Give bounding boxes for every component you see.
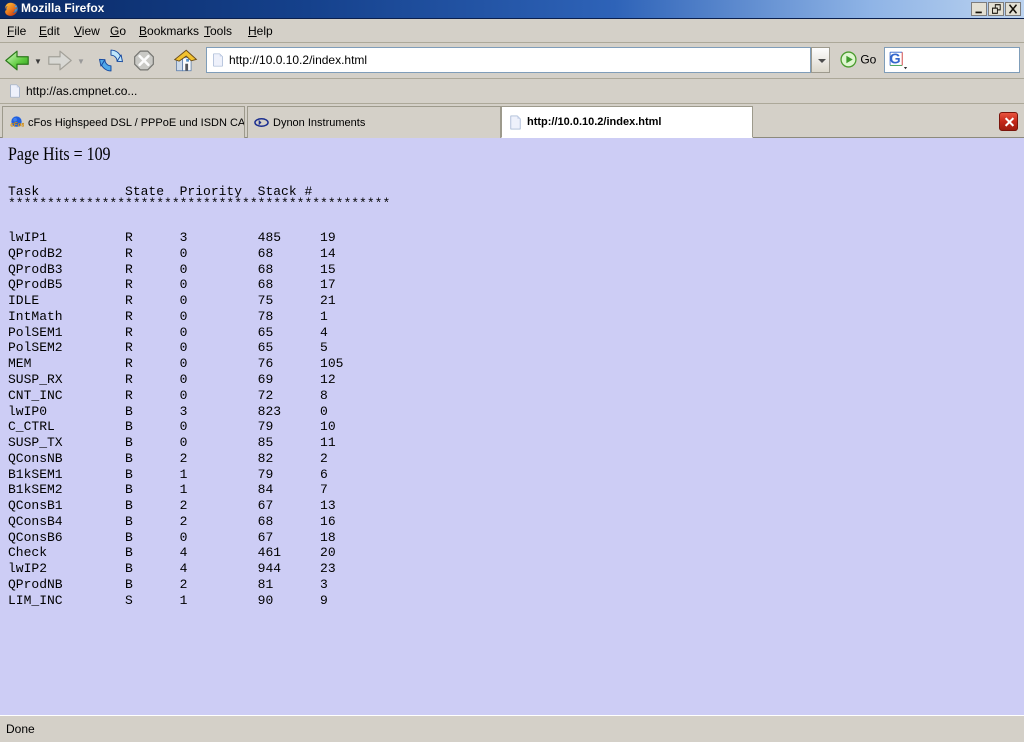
svg-text:cFos: cFos xyxy=(10,121,24,128)
